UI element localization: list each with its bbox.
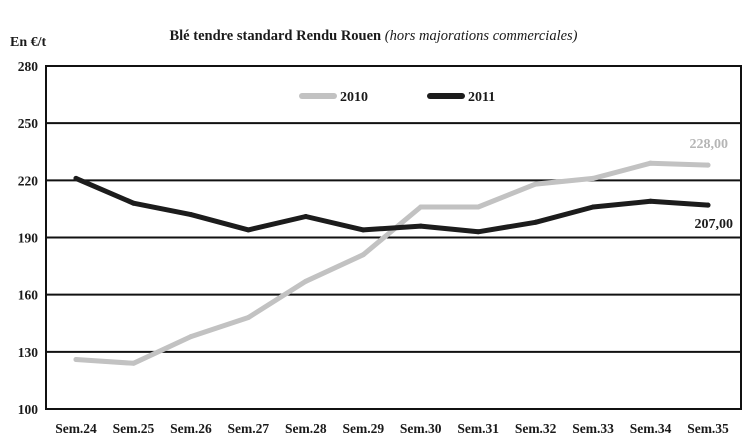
data-point-2011 — [533, 219, 539, 225]
data-point-2011 — [648, 198, 654, 204]
x-tick-label: Sem.24 — [55, 421, 97, 436]
data-point-2010 — [303, 278, 309, 284]
y-tick-label: 130 — [18, 345, 39, 360]
data-point-2010 — [475, 204, 481, 210]
data-point-2011 — [188, 212, 194, 218]
data-point-2011 — [245, 227, 251, 233]
data-point-2010 — [360, 252, 366, 258]
value-annotation-2011: 207,00 — [695, 217, 734, 232]
chart-subtitle: (hors majorations commerciales) — [384, 28, 578, 44]
y-tick-label: 220 — [18, 173, 39, 188]
x-tick-label: Sem.31 — [457, 421, 499, 436]
series-line-2010 — [73, 160, 711, 366]
series-line-2011 — [73, 175, 711, 235]
y-tick-label: 190 — [18, 231, 39, 246]
data-point-2010 — [188, 334, 194, 340]
chart-title: Blé tendre standard Rendu Rouen (hors ma… — [0, 28, 747, 45]
x-tick-label: Sem.27 — [228, 421, 270, 436]
data-point-2010 — [130, 360, 136, 366]
data-point-2010 — [73, 356, 79, 362]
y-tick-label: 250 — [18, 116, 39, 131]
x-tick-label: Sem.35 — [687, 421, 729, 436]
data-point-2011 — [73, 175, 79, 181]
data-point-2010 — [418, 204, 424, 210]
x-tick-label: Sem.33 — [572, 421, 614, 436]
legend-label-2011: 2011 — [468, 90, 495, 105]
data-point-2011 — [475, 229, 481, 235]
data-point-2011 — [705, 202, 711, 208]
data-point-2011 — [130, 200, 136, 206]
x-tick-label: Sem.34 — [630, 421, 672, 436]
x-tick-label: Sem.26 — [170, 421, 212, 436]
y-tick-label: 280 — [18, 59, 39, 74]
x-tick-label: Sem.32 — [515, 421, 557, 436]
x-tick-label: Sem.25 — [113, 421, 155, 436]
plot-frame — [45, 65, 742, 410]
data-point-2011 — [360, 227, 366, 233]
data-point-2011 — [303, 214, 309, 220]
data-point-2010 — [590, 175, 596, 181]
data-point-2010 — [245, 315, 251, 321]
y-axis-unit-label: En €/t — [10, 35, 47, 50]
x-tick-label: Sem.29 — [342, 421, 384, 436]
data-point-2011 — [590, 204, 596, 210]
data-point-2010 — [648, 160, 654, 166]
x-tick-label: Sem.28 — [285, 421, 327, 436]
x-tick-label: Sem.30 — [400, 421, 442, 436]
data-point-2010 — [705, 162, 711, 168]
data-point-2011 — [418, 223, 424, 229]
y-tick-label: 160 — [18, 288, 39, 303]
chart-title-main: Blé tendre standard Rendu Rouen — [169, 28, 382, 44]
data-point-2010 — [533, 181, 539, 187]
value-annotation-2010: 228,00 — [690, 137, 729, 152]
y-tick-label: 100 — [18, 402, 39, 417]
legend-label-2010: 2010 — [340, 90, 368, 105]
